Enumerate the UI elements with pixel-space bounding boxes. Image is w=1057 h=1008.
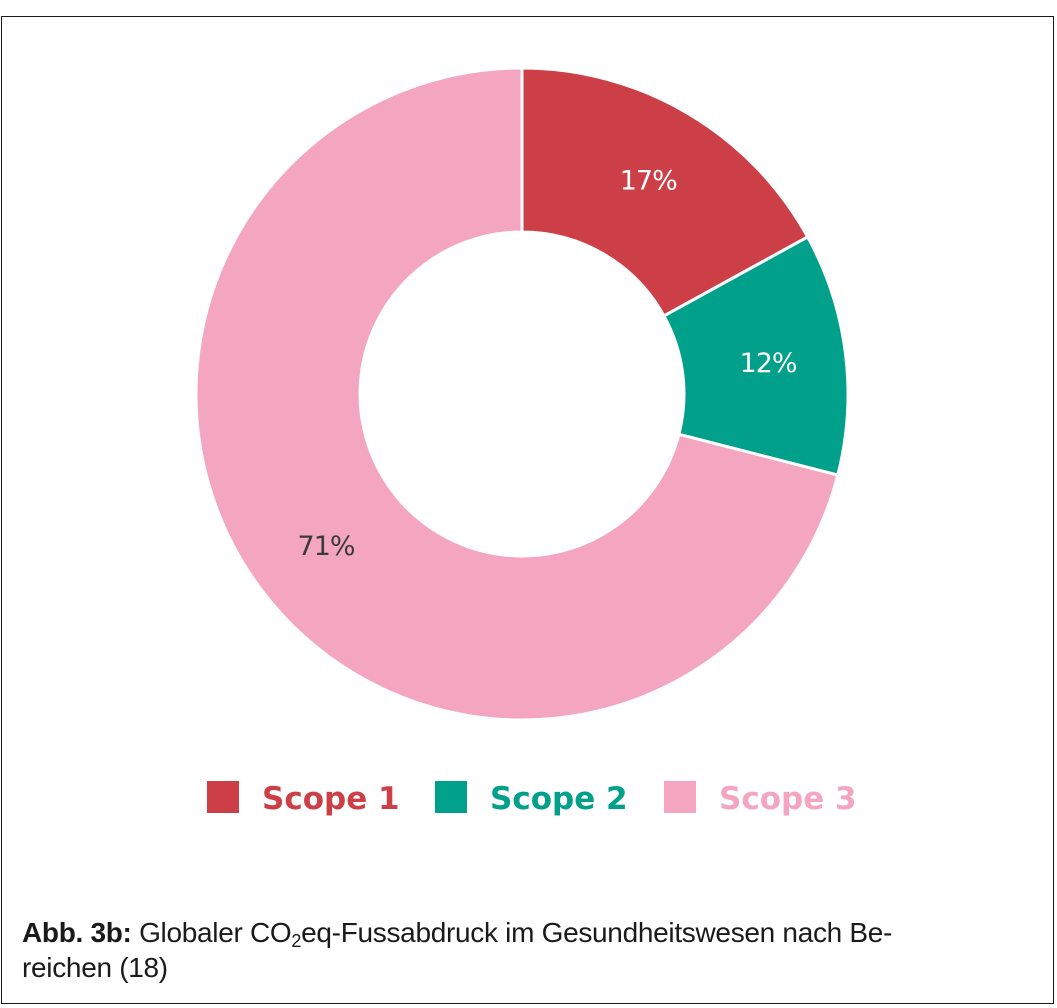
slice-scope-2 [661, 234, 850, 477]
caption-text-part1: Globaler CO [139, 917, 292, 948]
slice-labels: 17% 12% 71% [298, 166, 798, 562]
figure-caption: Abb. 3b: Globaler CO2eq-Fussabdruck im G… [22, 915, 1012, 985]
legend-label-scope-2: Scope 2 [490, 781, 628, 817]
legend-swatch-scope-2 [435, 781, 467, 813]
slice-scope-1 [520, 66, 810, 318]
legend-label-scope-1: Scope 1 [262, 781, 400, 817]
legend-swatch-scope-1 [207, 781, 239, 813]
slice-label-scope-2: 12% [740, 348, 797, 379]
donut-slices [194, 66, 850, 722]
legend-swatch-scope-3 [664, 781, 696, 813]
slice-label-scope-1: 17% [620, 166, 677, 197]
chart-legend: Scope 1 Scope 2 Scope 3 [207, 781, 857, 817]
caption-text-part2: eq-Fussabdruck im Gesundheitswesen nach … [301, 917, 893, 948]
caption-subscript: 2 [291, 931, 302, 951]
slice-scope-3 [194, 66, 840, 722]
slice-label-scope-3: 71% [298, 531, 355, 562]
caption-text-line2: reichen (18) [22, 952, 168, 983]
legend-label-scope-3: Scope 3 [719, 781, 857, 817]
caption-label: Abb. 3b: [22, 917, 132, 948]
